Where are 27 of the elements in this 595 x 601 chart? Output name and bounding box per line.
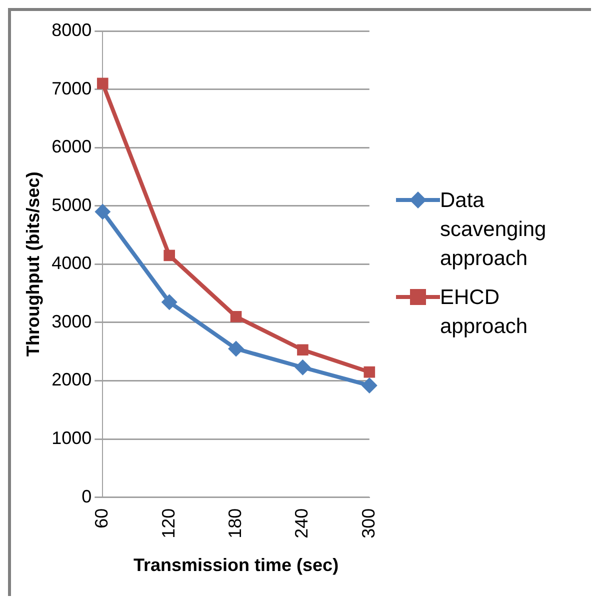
y-tick-label: 8000	[52, 20, 92, 40]
y-tick-label: 1000	[52, 428, 92, 448]
point	[294, 359, 311, 376]
y-tick-label: 6000	[52, 136, 92, 157]
point	[228, 340, 244, 357]
y-tick-label: 3000	[52, 311, 92, 332]
point	[161, 294, 178, 310]
point	[94, 204, 111, 220]
y-tick-label: 0	[82, 486, 92, 506]
x-tick-label: 300	[358, 508, 378, 538]
y-axis-title: Throughput (bits/sec)	[22, 172, 43, 357]
legend-label: Data scavenging approach	[440, 188, 548, 272]
x-tick-label: 60	[92, 508, 112, 528]
point	[297, 344, 308, 356]
y-tick-label: 5000	[52, 194, 92, 215]
point	[230, 310, 242, 322]
y-tick-label: 2000	[52, 370, 92, 390]
x-tick-label: 240	[292, 508, 312, 538]
x-tick-label: 120	[158, 508, 178, 538]
y-tick-label: 4000	[52, 253, 92, 274]
legend-label: EHCD approach	[440, 285, 529, 340]
point	[164, 250, 175, 262]
y-tick-label: 7000	[52, 78, 92, 98]
point	[364, 366, 376, 378]
point	[361, 377, 378, 394]
x-tick-label: 180	[224, 508, 245, 538]
x-axis-title: Transmission time (sec)	[133, 555, 339, 576]
